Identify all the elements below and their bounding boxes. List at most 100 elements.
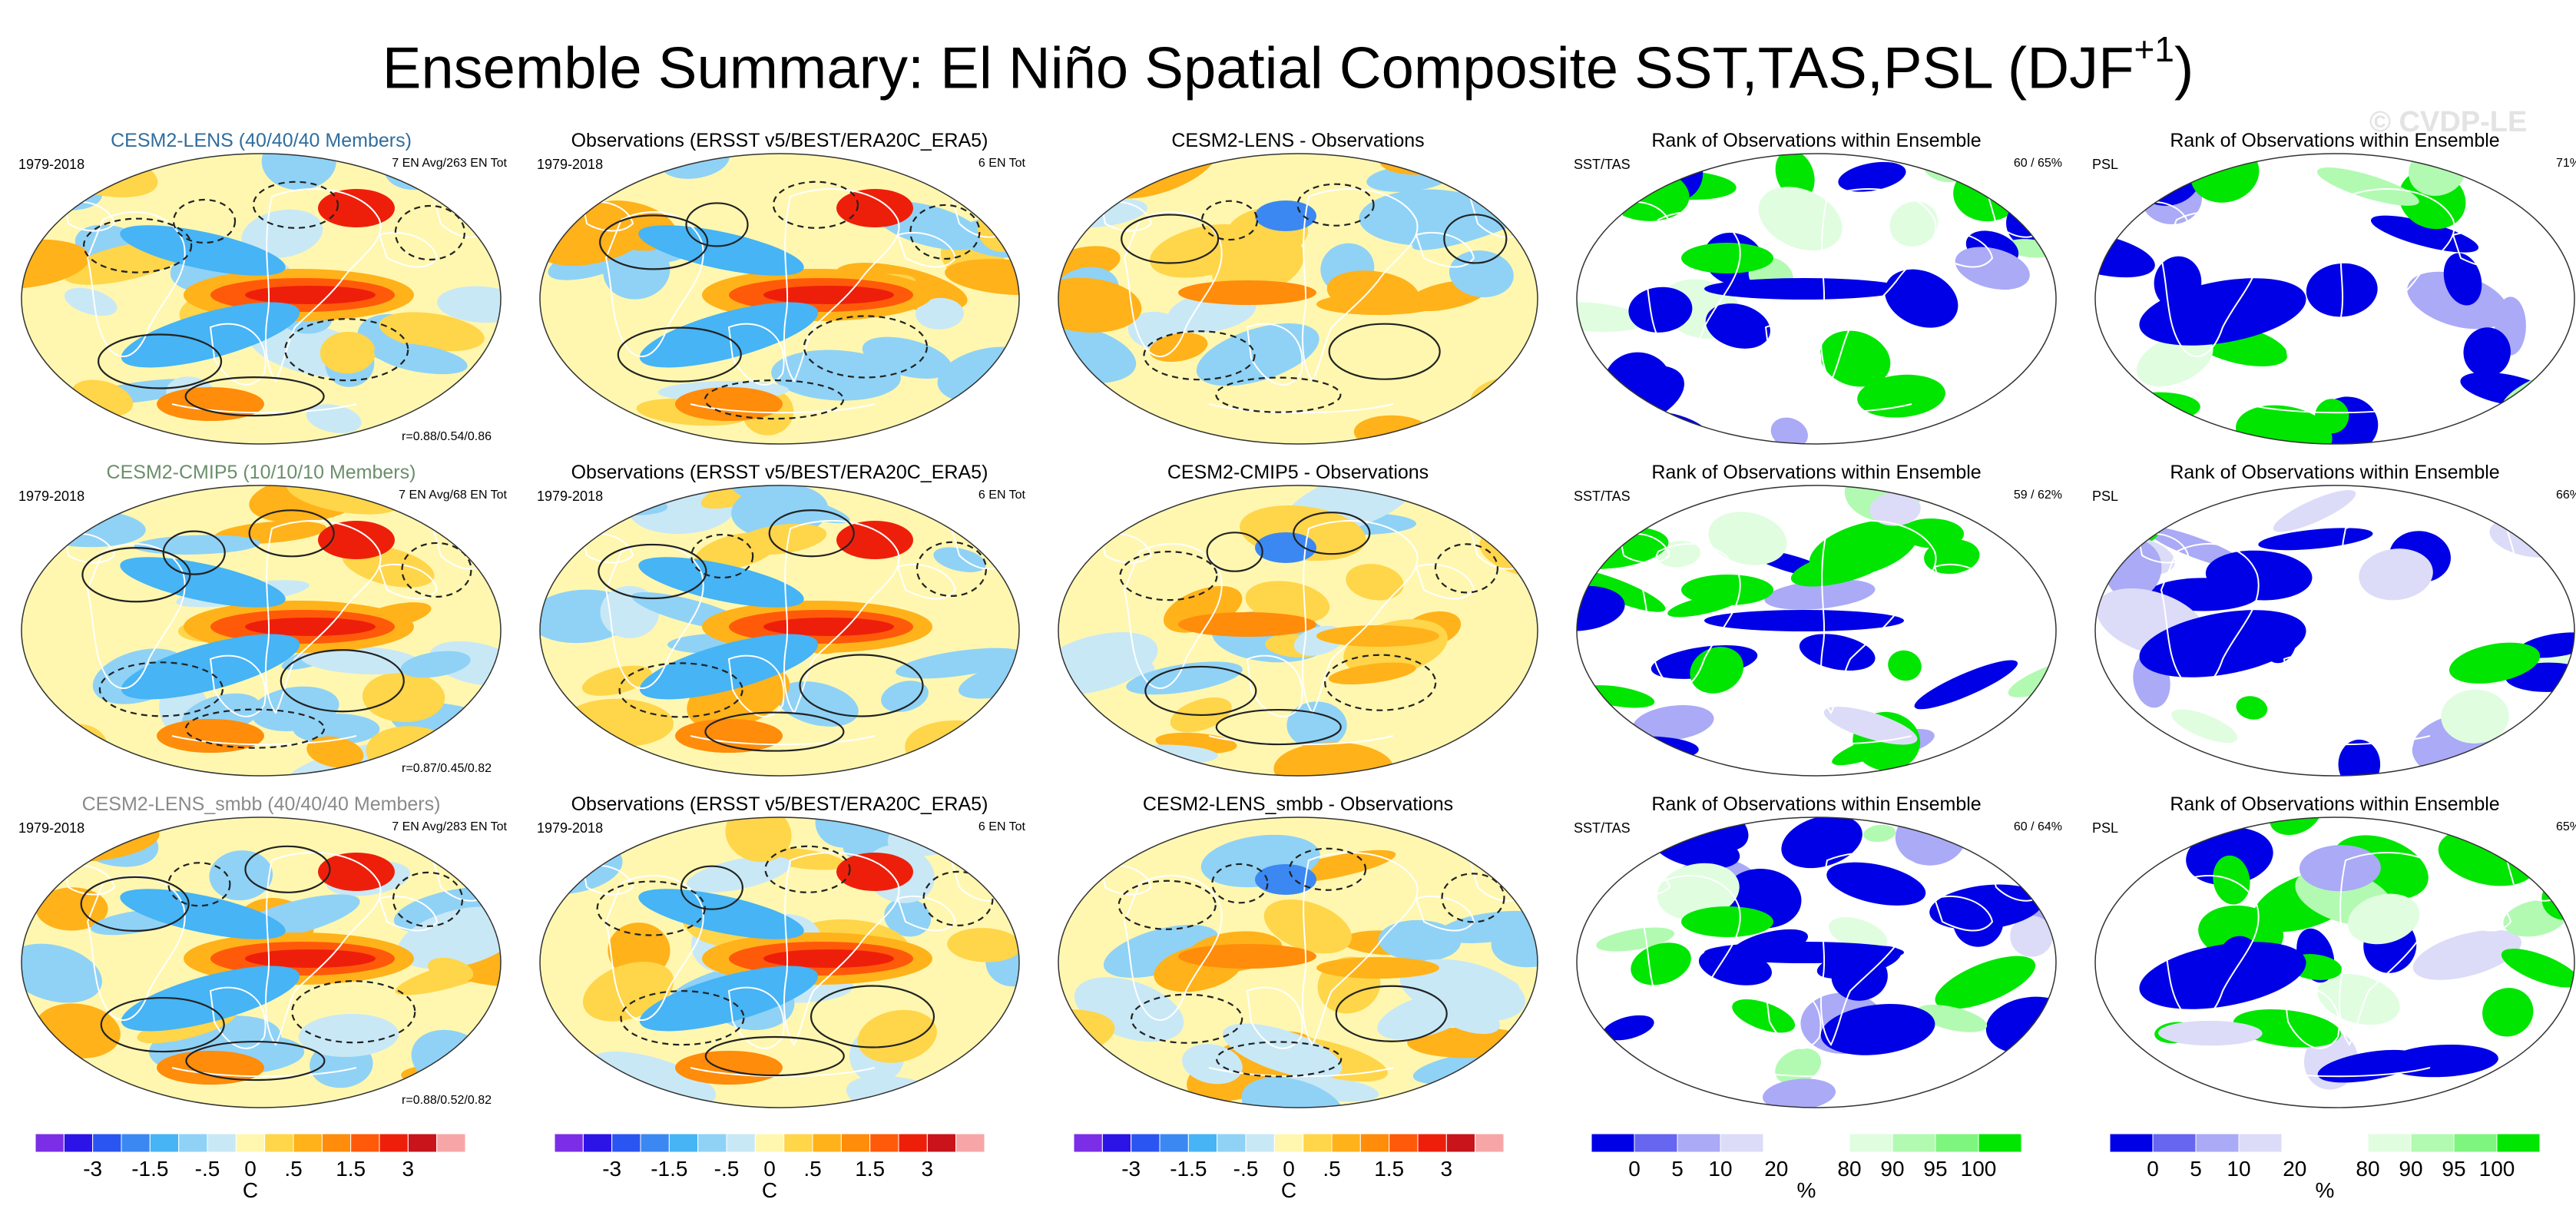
anomaly-patch bbox=[306, 404, 362, 433]
rank-psl-low bbox=[2139, 610, 2306, 677]
rank-patch bbox=[1763, 1078, 1836, 1108]
coastline-6 bbox=[171, 1067, 357, 1078]
rank-patch bbox=[1770, 417, 1808, 444]
anomaly-patch bbox=[1263, 899, 1352, 954]
cold-horseshoe-south bbox=[639, 966, 819, 1032]
panel-title: CESM2-CMIP5 (10/10/10 Members) bbox=[106, 462, 416, 483]
anomaly-patch bbox=[1286, 701, 1347, 749]
colorbar-tick-label: 95 bbox=[1923, 1157, 1948, 1181]
rank-equatorial-low bbox=[1704, 278, 1904, 300]
cold-horseshoe-north bbox=[638, 889, 804, 939]
anomaly-patch bbox=[64, 287, 118, 316]
rank-patch bbox=[2370, 215, 2479, 253]
colorbar-swatch bbox=[783, 1134, 813, 1152]
colorbar-tick-label: 0 bbox=[2147, 1157, 2159, 1181]
rank-patch bbox=[1823, 707, 1918, 745]
coastline-1 bbox=[63, 200, 116, 232]
rank-percent: 65% bbox=[2555, 820, 2576, 833]
rank-patch bbox=[2316, 167, 2419, 206]
psl-contour bbox=[803, 315, 929, 379]
coastline-6 bbox=[2245, 1067, 2431, 1078]
coastline-6 bbox=[690, 1067, 876, 1078]
coastline-4 bbox=[1415, 895, 1475, 932]
anomaly-patch bbox=[1103, 925, 1219, 978]
coastline-4 bbox=[1933, 231, 1994, 268]
map-border bbox=[1058, 817, 1538, 1108]
colorbar-tick-label: .5 bbox=[284, 1157, 303, 1181]
anomaly-patch bbox=[437, 286, 501, 323]
panel-rank_sst-row1: Rank of Observations within Ensemble SST/… bbox=[1563, 129, 2070, 467]
psl-contour bbox=[162, 530, 226, 575]
anomaly-patch bbox=[261, 154, 336, 190]
colorbar-swatch bbox=[1245, 1134, 1275, 1152]
rank-patch bbox=[1955, 247, 2030, 290]
rank-patch bbox=[2273, 489, 2356, 532]
psl-contour bbox=[80, 876, 190, 932]
colorbar-swatch bbox=[321, 1134, 352, 1152]
colorbar-swatch bbox=[2324, 1134, 2369, 1152]
colorbar-swatch bbox=[754, 1134, 785, 1152]
coastline-3 bbox=[2339, 188, 2455, 383]
colorbar-tick-label: 90 bbox=[2399, 1157, 2423, 1181]
psl-contour bbox=[598, 543, 707, 600]
rank-patch bbox=[1916, 1005, 1988, 1032]
psl-contour bbox=[392, 871, 464, 927]
psl-contour bbox=[1324, 654, 1437, 711]
cold-horseshoe-north bbox=[120, 557, 286, 608]
colorbar-swatch bbox=[35, 1134, 65, 1152]
coastline-4 bbox=[896, 563, 957, 600]
psl-contour bbox=[244, 845, 331, 893]
rank-patch bbox=[1901, 518, 1965, 548]
colorbar-swatch bbox=[2238, 1134, 2283, 1152]
psl-contour bbox=[764, 845, 851, 893]
map-border bbox=[2094, 817, 2575, 1108]
coastline-0 bbox=[2160, 211, 2260, 358]
anomaly-patch bbox=[1149, 333, 1208, 363]
colorbar-swatch bbox=[926, 1134, 957, 1152]
coastline-1 bbox=[2137, 200, 2190, 232]
figure-title: Ensemble Summary: El Niño Spatial Compos… bbox=[382, 29, 2194, 101]
anomaly-patch bbox=[250, 686, 339, 731]
rank-patch bbox=[1790, 549, 1889, 587]
psl-contour bbox=[1215, 376, 1342, 413]
colorbar-tick-label: -1.5 bbox=[131, 1157, 169, 1181]
panel-title: Rank of Observations within Ensemble bbox=[2170, 130, 2500, 151]
anomaly-patch bbox=[134, 535, 261, 555]
panel-obs-row1: Observations (ERSST v5/BEST/ERA20C_ERA5)… bbox=[526, 129, 1033, 467]
colorbar-swatch bbox=[1101, 1134, 1132, 1152]
anomaly-patch bbox=[398, 906, 501, 969]
psl-contour bbox=[1119, 551, 1218, 601]
map-border bbox=[1058, 153, 1538, 445]
colorbar-swatch bbox=[2410, 1134, 2455, 1152]
rank-high-patch bbox=[1681, 906, 1773, 937]
coastline-6 bbox=[2245, 403, 2431, 414]
colorbar-tick-label: -3 bbox=[83, 1157, 103, 1181]
psl-contour bbox=[922, 870, 994, 926]
coastline-0 bbox=[2160, 875, 2260, 1022]
anomaly-patch bbox=[1377, 991, 1477, 1040]
map-border bbox=[2094, 153, 2575, 445]
rank-patch bbox=[1628, 287, 1693, 333]
coastline-6 bbox=[171, 403, 357, 414]
coastline-6 bbox=[171, 735, 357, 746]
colorbar-tick-label: 100 bbox=[1960, 1157, 1997, 1181]
rank-patch bbox=[2501, 949, 2574, 988]
psl-contour bbox=[172, 198, 237, 244]
coastline-2 bbox=[209, 323, 267, 386]
coastline-1 bbox=[581, 200, 634, 232]
period-label: 1979-2018 bbox=[537, 157, 604, 172]
coastline-6 bbox=[1208, 1067, 1394, 1078]
colorbar-swatch bbox=[1273, 1134, 1304, 1152]
colorbar-tick-label: 3 bbox=[921, 1157, 934, 1181]
rank-patch bbox=[1631, 942, 1691, 985]
rank-patch bbox=[1732, 999, 1796, 1033]
psl-contour bbox=[690, 533, 754, 579]
enso-tongue-core bbox=[763, 286, 894, 304]
coastline-4 bbox=[378, 563, 439, 600]
enso-tongue-core bbox=[763, 949, 894, 968]
map-border bbox=[1576, 485, 2057, 777]
anomaly-patch bbox=[581, 665, 652, 696]
anomaly-patch bbox=[379, 312, 485, 352]
colorbar-tick-label: 95 bbox=[2442, 1157, 2466, 1181]
psl-contour bbox=[401, 542, 472, 598]
